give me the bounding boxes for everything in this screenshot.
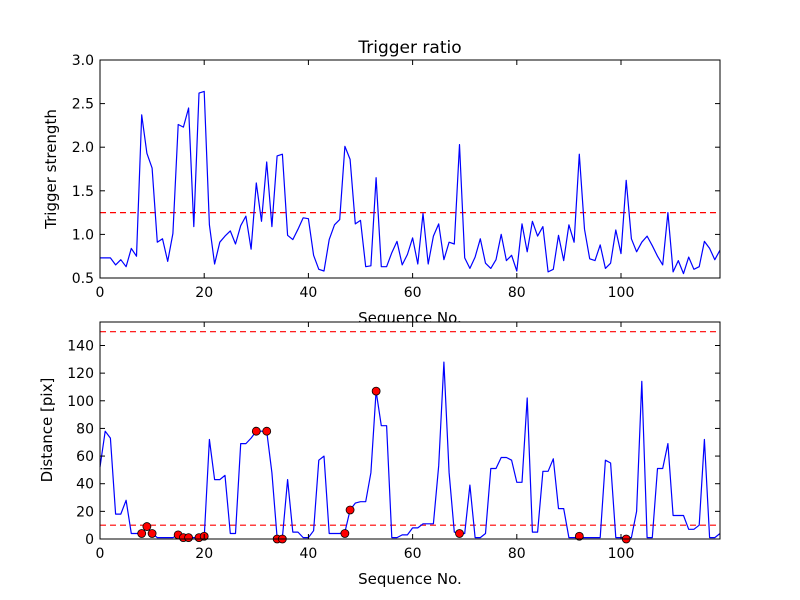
top-chart-title: Trigger ratio [357, 38, 461, 58]
top-x-tick-label: 100 [608, 285, 635, 301]
bottom-plot-area: 0 20 40 60 80 100 0 20 40 60 80 100 120 140 [67, 321, 721, 562]
top-y-tick-label: 0.5 [72, 271, 94, 287]
bottom-marker-point [251, 426, 261, 436]
top-x-tick-label: 0 [96, 285, 105, 301]
top-y-tick-label: 1.5 [72, 184, 94, 200]
top-y-tick-label: 2.0 [72, 140, 94, 156]
top-x-tick-label: 20 [195, 285, 213, 301]
top-y-tick-label: 1.0 [72, 227, 94, 243]
bottom-x-tick-label: 0 [96, 546, 105, 562]
bottom-marker-point [371, 386, 381, 396]
bottom-chart: 0 20 40 60 80 100 0 20 40 60 80 100 120 140 Sequence … [38, 321, 721, 588]
bottom-x-tick-label: 100 [608, 546, 635, 562]
bottom-marker-point [345, 505, 355, 515]
bottom-marker-point [137, 529, 147, 538]
bottom-x-axis-label: Sequence No. [358, 570, 462, 588]
bottom-x-tick-label: 40 [299, 546, 317, 562]
top-x-tick-label: 80 [508, 285, 526, 301]
bottom-x-tick-label: 80 [508, 546, 526, 562]
bottom-marker-point [455, 529, 464, 538]
top-x-tick-label: 40 [299, 285, 317, 301]
top-chart: Trigger ratio 0 20 40 60 80 100 0.5 1.0 1.5 2.0 2.… [42, 38, 721, 327]
bottom-marker-point [184, 533, 193, 543]
bottom-y-tick-label: 0 [85, 532, 94, 548]
bottom-y-axis-label: Distance [pix] [38, 378, 56, 483]
bottom-y-tick-label: 140 [67, 338, 94, 354]
top-y-tick-label: 3.0 [72, 53, 94, 69]
bottom-y-tick-label: 100 [67, 394, 94, 410]
bottom-x-tick-label: 20 [195, 546, 213, 562]
bottom-marker-point [262, 426, 272, 436]
bottom-marker-point [574, 531, 584, 541]
bottom-y-tick-label: 120 [67, 366, 94, 382]
top-plot-area: 0 20 40 60 80 100 0.5 1.0 1.5 2.0 2.5 3.0 [72, 53, 721, 301]
bottom-marker-point [147, 529, 157, 538]
top-plot-background [100, 60, 720, 278]
bottom-y-tick-label: 80 [76, 421, 94, 437]
top-y-tick-label: 2.5 [72, 97, 94, 113]
bottom-marker-point [340, 529, 350, 538]
bottom-plot-frame [99, 321, 721, 540]
bottom-y-tick-label: 40 [76, 477, 94, 493]
bottom-marker-point [142, 522, 152, 531]
bottom-x-tick-label: 60 [404, 546, 422, 562]
top-y-axis-label: Trigger strength [42, 109, 60, 230]
top-x-tick-label: 60 [404, 285, 422, 301]
bottom-plot-background [100, 322, 720, 539]
top-plot-frame [99, 59, 721, 279]
top-data-line [100, 90, 721, 275]
bottom-y-tick-label: 60 [76, 449, 94, 465]
bottom-y-tick-label: 20 [76, 504, 94, 520]
